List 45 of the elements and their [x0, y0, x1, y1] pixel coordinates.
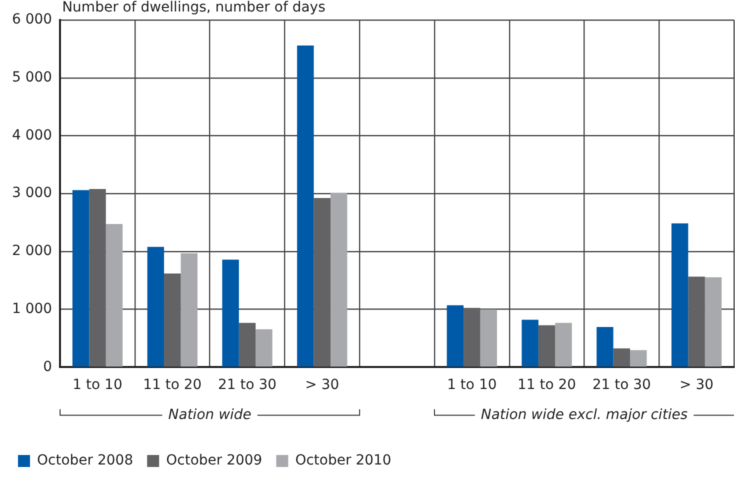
bar: [688, 276, 705, 367]
bar: [164, 273, 181, 367]
y-tick-label: 0: [43, 358, 52, 375]
bar: [464, 308, 480, 367]
bar: [446, 305, 464, 367]
y-tick-label: 2 000: [12, 243, 52, 260]
x-tick-label: 1 to 10: [72, 377, 122, 394]
x-tick-label: 11 to 20: [143, 377, 202, 394]
bar: [555, 322, 572, 367]
x-tick-label: > 30: [680, 377, 714, 394]
bar: [297, 45, 314, 367]
legend-label: October 2008: [37, 452, 134, 469]
bar: [222, 260, 239, 367]
x-tick-label: 21 to 30: [592, 377, 651, 394]
text: Nation wide excl. major cities: [480, 406, 688, 423]
x-tick-label: 11 to 20: [518, 377, 576, 394]
bar: [480, 309, 498, 367]
bar: [147, 246, 164, 367]
x-tick-label: > 30: [305, 377, 340, 394]
bar: [522, 320, 538, 367]
bar: [106, 224, 123, 367]
bar: [596, 326, 614, 367]
bar: [671, 223, 688, 367]
bar: [256, 329, 272, 367]
legend-label: October 2009: [166, 452, 262, 469]
bar: [538, 325, 556, 367]
y-tick-label: 3 000: [12, 185, 52, 202]
legend-label: October 2010: [295, 452, 392, 469]
text: Nation wide: [168, 406, 252, 423]
x-tick-label: 21 to 30: [218, 377, 277, 394]
bar: [330, 192, 348, 367]
y-tick-label: 4 000: [12, 127, 52, 144]
y-tick-label: 5 000: [12, 70, 52, 86]
y-axis-title: Number of dwellings, number of days: [62, 0, 326, 16]
bar: [89, 188, 106, 367]
bar: [613, 348, 630, 367]
bar: [704, 277, 722, 367]
bar: [314, 198, 331, 367]
bar: [630, 350, 647, 367]
y-tick-label: 1 000: [12, 300, 52, 317]
bar: [180, 253, 198, 367]
bar: [238, 322, 256, 367]
y-tick-label: 6 000: [12, 12, 52, 28]
bar: [72, 190, 90, 367]
x-tick-label: 1 to 10: [447, 377, 497, 394]
